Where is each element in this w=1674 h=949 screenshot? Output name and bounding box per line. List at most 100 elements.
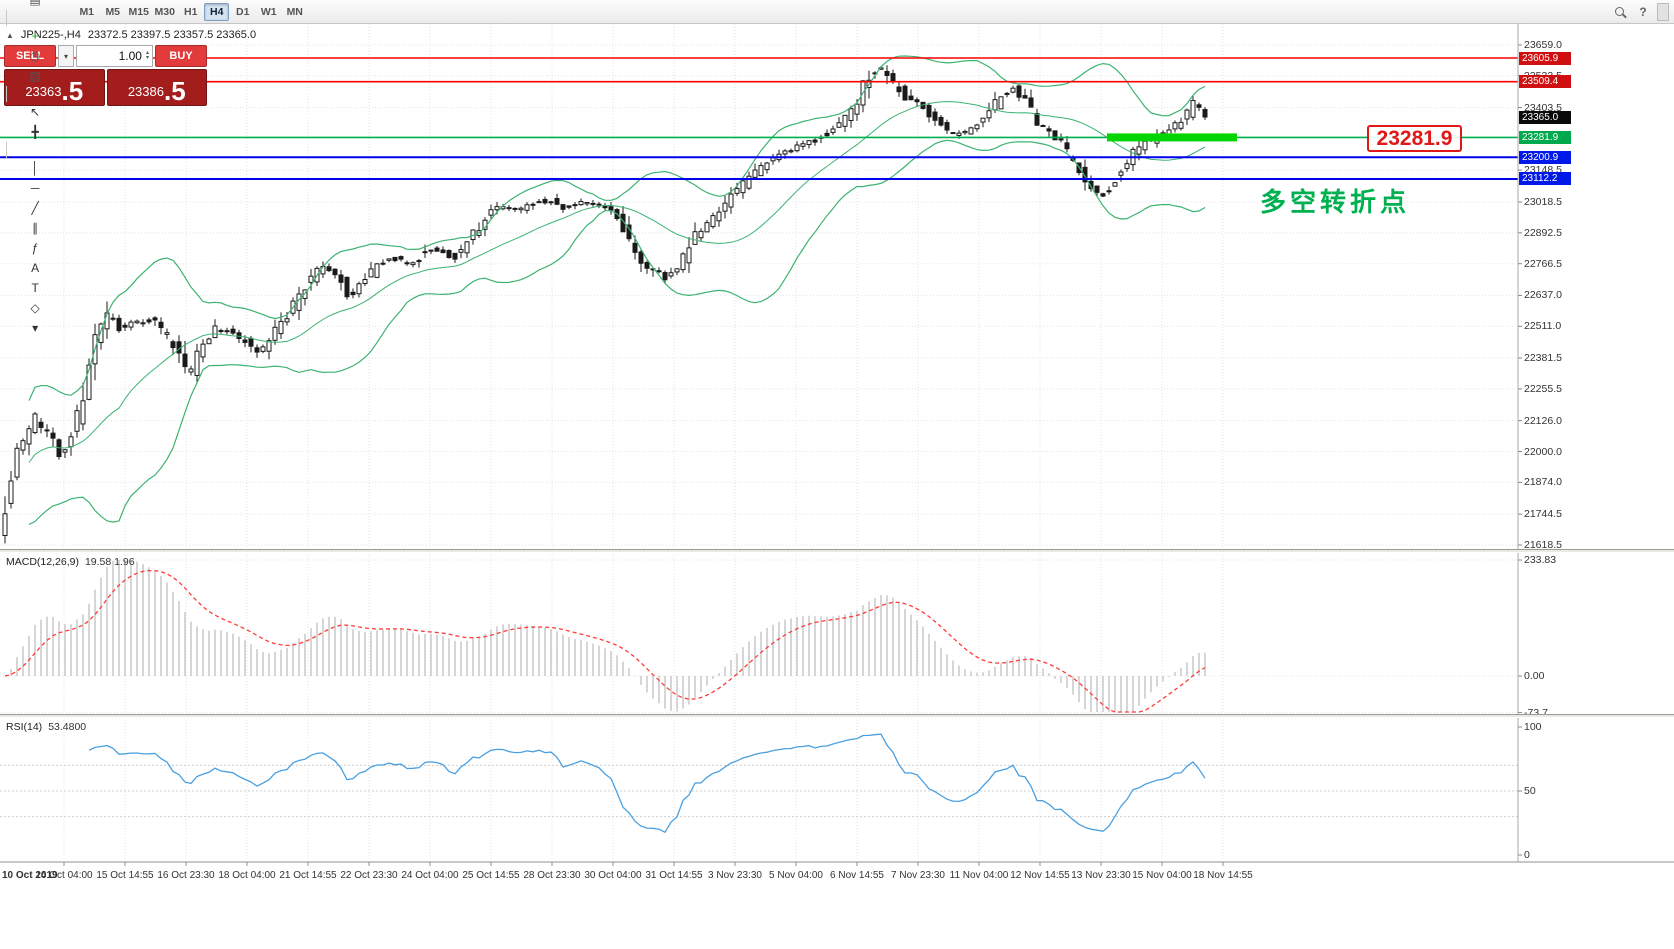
fibonacci-icon[interactable]: ƒ bbox=[3, 238, 67, 258]
price-callout-label[interactable]: 23281.9 bbox=[1367, 125, 1462, 152]
timeframe-h4[interactable]: H4 bbox=[204, 2, 230, 21]
channel-icon[interactable]: ∥ bbox=[3, 218, 67, 238]
timeframe-h1[interactable]: H1 bbox=[184, 5, 198, 18]
chart-window[interactable]: ▲ JPN225-,H4 23372.5 23397.5 23357.5 233… bbox=[0, 24, 1674, 949]
volume-input[interactable]: 1.00 ▴ ▾ bbox=[76, 45, 153, 67]
chart-title-line: ▲ JPN225-,H4 23372.5 23397.5 23357.5 233… bbox=[6, 29, 256, 41]
label-icon[interactable]: T bbox=[3, 278, 67, 298]
timeframe-m5[interactable]: M5 bbox=[105, 5, 121, 18]
templates-icon[interactable]: ▨ bbox=[3, 66, 67, 86]
sell-button[interactable]: SELL bbox=[4, 45, 56, 67]
price-tag-23200-9: 23200.9 bbox=[1519, 150, 1571, 164]
time-axis-label: 15 Oct 14:55 bbox=[96, 870, 154, 881]
price-scale-label: 22892.5 bbox=[1524, 226, 1562, 239]
timeframe-m30[interactable]: M30 bbox=[154, 5, 175, 18]
panel-divider[interactable] bbox=[0, 549, 1674, 553]
trendline-icon[interactable]: ╱ bbox=[3, 198, 67, 218]
macd-label: MACD(12,26,9) 19.58 1.96 bbox=[6, 556, 135, 568]
rsi-value: 53.4800 bbox=[48, 721, 87, 733]
cursor-icon[interactable]: ↖ bbox=[3, 102, 67, 122]
toolbar-separator bbox=[6, 141, 7, 158]
buy-button[interactable]: BUY bbox=[155, 45, 207, 67]
toolbar-left-group: +新订单◆▦◉▶自动交易▥▮▯∿⊕⊖⊞▣▤+◷▨↖╋│─╱∥ƒAT◇▾ bbox=[3, 0, 67, 338]
rsi-name: RSI(14) bbox=[6, 721, 43, 733]
volume-value: 1.00 bbox=[118, 49, 142, 63]
pivot-annotation[interactable]: 多空转折点 bbox=[1260, 187, 1411, 217]
buy-price-frac: .5 bbox=[163, 75, 186, 106]
price-scale-label: 22637.0 bbox=[1524, 289, 1562, 302]
help-button[interactable]: ? bbox=[1633, 2, 1653, 22]
sell-price-int: 23363 bbox=[25, 84, 62, 99]
price-tag-23509-4: 23509.4 bbox=[1519, 75, 1571, 89]
sell-price-display[interactable]: 23363 .5 bbox=[4, 69, 105, 106]
rsi-label: RSI(14) 53.4800 bbox=[6, 721, 86, 733]
time-axis-label: 31 Oct 14:55 bbox=[645, 870, 703, 881]
price-scale-label: 22766.5 bbox=[1524, 257, 1562, 270]
order-type-dropdown[interactable]: ▾ bbox=[58, 45, 74, 67]
timeframe-group: M1 M5 M15 M30 H1 H4 D1 W1 MN bbox=[74, 2, 307, 21]
timeframe-m15[interactable]: M15 bbox=[128, 5, 149, 18]
time-axis-label: 30 Oct 04:00 bbox=[584, 870, 642, 881]
macd-name: MACD(12,26,9) bbox=[6, 556, 79, 568]
time-axis-label: 11 Nov 04:00 bbox=[949, 870, 1009, 881]
indicators-icon: + bbox=[31, 28, 39, 43]
time-axis-label: 5 Nov 04:00 bbox=[769, 870, 823, 881]
chart-canvas[interactable] bbox=[0, 24, 1674, 949]
buy-price-int: 23386 bbox=[127, 84, 164, 99]
price-scale-label: 22126.0 bbox=[1524, 414, 1562, 427]
time-axis-label: 28 Oct 23:30 bbox=[523, 870, 581, 881]
toolbar-right-group: ? bbox=[1609, 2, 1671, 22]
time-axis-label: 22 Oct 23:30 bbox=[340, 870, 398, 881]
vertical-line-icon[interactable]: │ bbox=[3, 158, 67, 178]
sell-price-frac: .5 bbox=[61, 75, 84, 106]
timeframe-m1[interactable]: M1 bbox=[79, 5, 95, 18]
panel-divider[interactable] bbox=[0, 714, 1674, 718]
rsi-scale-label: 0 bbox=[1524, 849, 1530, 861]
macd-values: 19.58 1.96 bbox=[84, 556, 135, 568]
periods-icon[interactable]: ◷ bbox=[3, 46, 67, 66]
time-axis-label: 6 Nov 14:55 bbox=[830, 870, 884, 881]
time-axis-label: 25 Oct 14:55 bbox=[462, 870, 520, 881]
price-scale-label: 22511.0 bbox=[1524, 320, 1562, 333]
rsi-scale-label: 100 bbox=[1524, 721, 1542, 733]
shapes-icon[interactable]: ◇ bbox=[3, 298, 67, 318]
horizontal-line-icon[interactable]: ─ bbox=[3, 178, 67, 198]
price-scale-label: 21874.0 bbox=[1524, 476, 1562, 489]
arrow-dropdown-icon[interactable]: ▾ bbox=[3, 318, 67, 338]
time-axis-label: 13 Nov 23:30 bbox=[1071, 870, 1131, 881]
text-icon[interactable]: A bbox=[3, 258, 67, 278]
search-button[interactable] bbox=[1609, 2, 1629, 22]
trendline-icon: ╱ bbox=[31, 200, 39, 215]
timeframe-mn[interactable]: MN bbox=[286, 5, 303, 18]
periods-icon: ◷ bbox=[29, 48, 41, 63]
buy-price-display[interactable]: 23386 .5 bbox=[106, 69, 207, 106]
indicators-icon[interactable]: + bbox=[3, 26, 67, 46]
price-scale-label: 22000.0 bbox=[1524, 445, 1562, 458]
time-axis-label: 10 Oct 2019 bbox=[2, 870, 58, 881]
price-scale-label: 23018.5 bbox=[1524, 195, 1562, 208]
toolbar-overflow-handle[interactable] bbox=[1657, 2, 1669, 21]
search-icon bbox=[1614, 7, 1624, 16]
one-click-collapse-icon[interactable]: ▲ bbox=[6, 30, 14, 40]
timeframe-w1[interactable]: W1 bbox=[260, 5, 277, 18]
help-icon: ? bbox=[1639, 4, 1647, 19]
cascade-icon[interactable]: ▤ bbox=[3, 0, 67, 10]
symbol-ohlc: 23372.5 23397.5 23357.5 23365.0 bbox=[87, 29, 257, 41]
volume-spinner[interactable]: ▴ ▾ bbox=[145, 50, 149, 61]
horizontal-line-icon: ─ bbox=[30, 180, 40, 195]
timeframe-d1[interactable]: D1 bbox=[236, 5, 250, 18]
price-scale-label: 21744.5 bbox=[1524, 508, 1562, 521]
crosshair-icon: ╋ bbox=[31, 124, 39, 139]
chevron-down-icon: ▾ bbox=[63, 51, 68, 61]
spin-down-icon: ▾ bbox=[145, 55, 149, 61]
crosshair-icon[interactable]: ╋ bbox=[3, 122, 67, 142]
channel-icon: ∥ bbox=[32, 220, 39, 235]
toolbar-separator bbox=[6, 9, 7, 26]
time-axis-label: 3 Nov 23:30 bbox=[708, 870, 762, 881]
price-scale-label: 21618.5 bbox=[1524, 539, 1562, 551]
time-axis-label: 24 Oct 04:00 bbox=[401, 870, 459, 881]
fibonacci-icon: ƒ bbox=[31, 240, 39, 255]
arrow-dropdown-icon: ▾ bbox=[32, 320, 39, 335]
time-axis-label: 7 Nov 23:30 bbox=[891, 870, 945, 881]
time-axis-label: 14 Oct 04:00 bbox=[35, 870, 93, 881]
